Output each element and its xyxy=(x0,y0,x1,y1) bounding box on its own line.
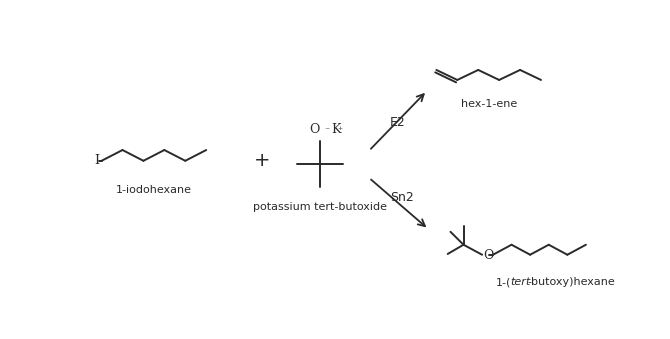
Text: -butoxy)hexane: -butoxy)hexane xyxy=(528,277,616,287)
Text: K: K xyxy=(328,123,342,136)
Text: I: I xyxy=(94,154,99,167)
Text: tert: tert xyxy=(511,277,531,287)
Text: ⁻: ⁻ xyxy=(324,126,329,135)
Text: potassium tert-butoxide: potassium tert-butoxide xyxy=(253,202,387,212)
Text: ⁺: ⁺ xyxy=(337,126,342,135)
Text: 1-iodohexane: 1-iodohexane xyxy=(116,185,192,196)
Text: O: O xyxy=(483,249,493,262)
Text: hex-1-ene: hex-1-ene xyxy=(460,99,517,109)
Text: E2: E2 xyxy=(390,116,405,129)
Text: Sn2: Sn2 xyxy=(390,191,413,204)
Text: 1-(: 1-( xyxy=(495,277,511,287)
Text: +: + xyxy=(254,151,270,170)
Text: O: O xyxy=(309,123,320,136)
